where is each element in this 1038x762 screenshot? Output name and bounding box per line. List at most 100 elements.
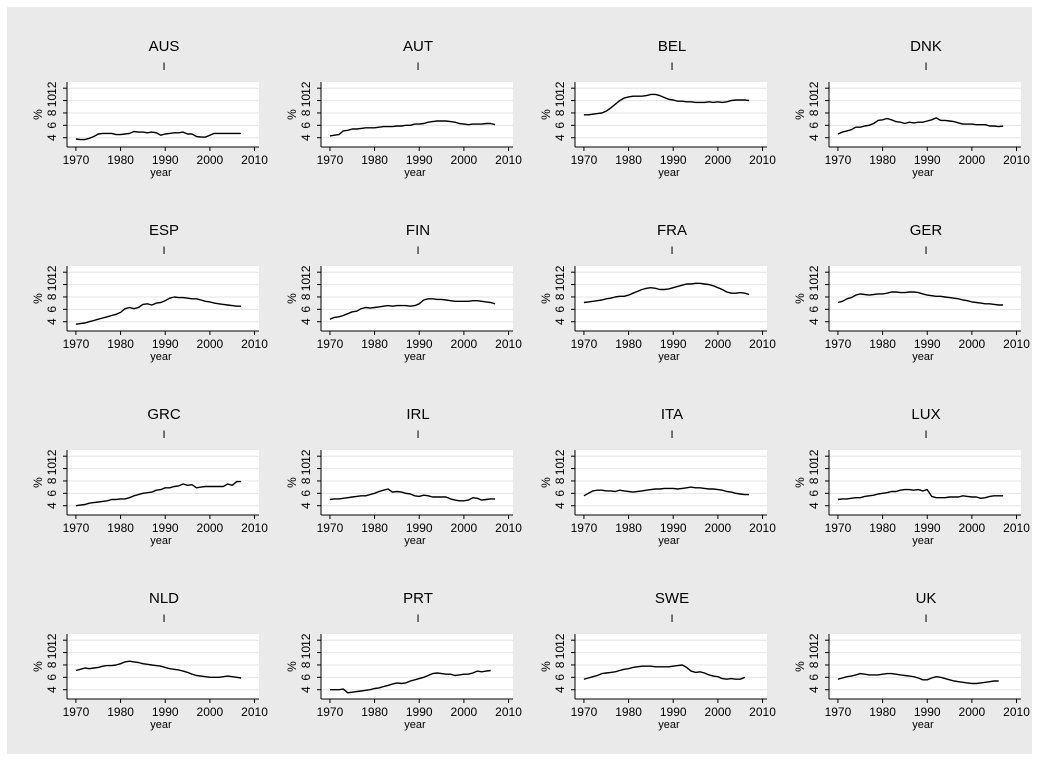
x-tick-label: 1970 [825,705,852,719]
y-axis-label: % [793,109,807,120]
y-tick-label: 10 [807,462,821,476]
x-tick-label: 2000 [197,521,224,535]
x-tick-label: 1980 [107,521,134,535]
y-tick-label: 8 [807,293,821,300]
x-tick-label: 1990 [660,337,687,351]
series-line [75,130,242,141]
x-tick-label: 1970 [825,521,852,535]
x-tick-label: 1980 [615,153,642,167]
plot-area [829,82,1021,147]
x-tick-label: 2000 [705,153,732,167]
x-tick-label: 1970 [825,337,852,351]
panel-subtitle: I [162,429,165,441]
x-tick-label: 1990 [406,153,433,167]
x-tick-label: 2010 [495,153,522,167]
x-tick-label: 2000 [451,153,478,167]
panel-subtitle: I [416,61,419,73]
x-tick-label: 2010 [749,153,776,167]
series-line [75,296,242,325]
x-axis-label: year [912,719,934,731]
x-tick-label: 1990 [152,705,179,719]
plot-area [67,450,259,515]
y-tick-label: 10 [45,278,59,292]
y-tick-label: 12 [45,633,59,647]
x-tick-label: 1970 [63,153,90,167]
x-tick-label: 1970 [571,337,598,351]
y-tick-label: 10 [45,462,59,476]
y-axis-label: % [285,661,299,672]
y-tick-label: 6 [807,122,821,129]
y-tick-label: 4 [45,318,59,325]
y-axis-label: % [793,477,807,488]
x-tick-label: 2010 [749,337,776,351]
panel-title: AUS [149,38,180,55]
x-tick-label: 1980 [615,705,642,719]
y-tick-label: 12 [553,449,567,463]
y-tick-label: 10 [299,278,313,292]
y-tick-label: 8 [553,661,567,668]
x-tick-label: 2010 [495,521,522,535]
x-tick-label: 2010 [1003,705,1030,719]
x-axis-label: year [404,719,426,731]
y-axis-label: % [793,293,807,304]
y-tick-label: 8 [45,661,59,668]
plot-area [575,450,767,515]
y-tick-label: 4 [299,686,313,693]
series-line [329,298,496,320]
x-tick-label: 1970 [825,153,852,167]
x-tick-label: 2010 [241,337,268,351]
x-tick-label: 1980 [869,153,896,167]
x-tick-label: 2000 [705,705,732,719]
x-tick-label: 1990 [406,337,433,351]
x-tick-label: 2000 [959,705,986,719]
y-tick-label: 8 [299,661,313,668]
x-tick-label: 1970 [571,705,598,719]
panel-title: BEL [658,38,686,55]
y-tick-label: 10 [45,94,59,108]
y-tick-label: 4 [553,686,567,693]
x-tick-label: 1990 [914,705,941,719]
y-tick-label: 6 [45,490,59,497]
x-axis-label: year [912,535,934,547]
y-tick-label: 8 [45,477,59,484]
series-line [329,669,491,694]
y-tick-label: 6 [807,490,821,497]
plot-area [829,634,1021,699]
y-tick-label: 4 [553,134,567,141]
y-tick-label: 8 [807,661,821,668]
y-axis-label: % [539,293,553,304]
x-tick-label: 2010 [749,705,776,719]
y-axis-label: % [285,477,299,488]
panel-subtitle: I [670,429,673,441]
x-tick-label: 1970 [571,521,598,535]
y-tick-label: 8 [553,293,567,300]
y-tick-label: 8 [807,109,821,116]
x-tick-label: 2000 [451,705,478,719]
panel-subtitle: I [670,245,673,257]
y-tick-label: 6 [299,306,313,313]
y-axis-label: % [539,109,553,120]
series-line [837,117,1004,135]
x-axis-label: year [150,351,172,363]
y-tick-label: 4 [807,502,821,509]
y-axis-label: % [31,661,45,672]
x-tick-label: 2000 [705,521,732,535]
y-tick-label: 6 [553,490,567,497]
panel-subtitle: I [416,429,419,441]
x-tick-label: 1970 [317,521,344,535]
panel-subtitle: I [162,61,165,73]
panel-title: SWE [655,590,689,607]
y-tick-label: 10 [553,462,567,476]
y-tick-label: 6 [45,306,59,313]
y-tick-label: 12 [807,633,821,647]
x-tick-label: 2000 [451,337,478,351]
x-axis-label: year [912,351,934,363]
y-tick-label: 12 [299,265,313,279]
plot-area [321,634,513,699]
series-line [583,486,750,497]
x-tick-label: 1990 [152,521,179,535]
